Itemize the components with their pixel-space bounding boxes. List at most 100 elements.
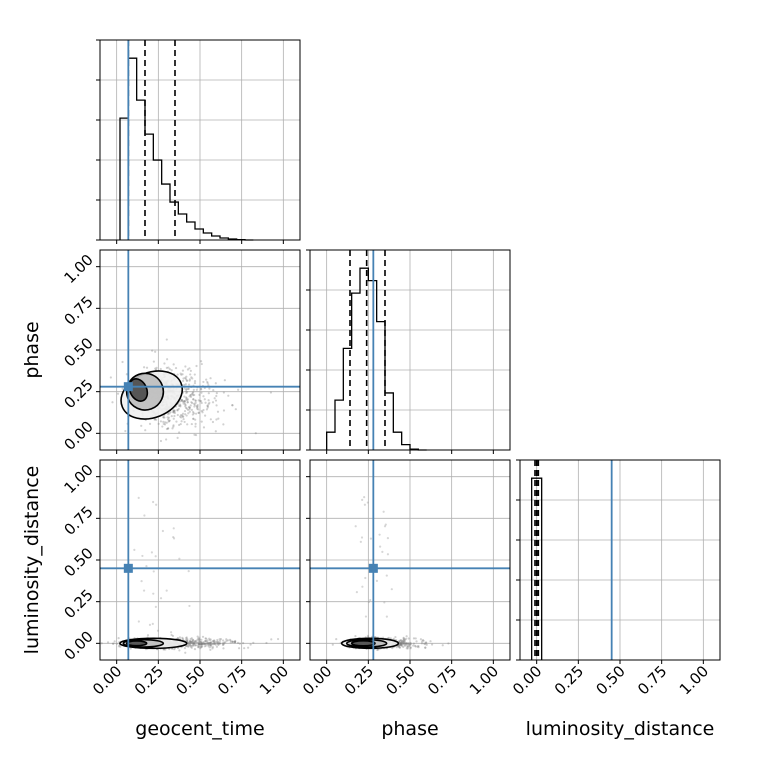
- sample-point: [208, 641, 211, 644]
- sample-point: [172, 411, 175, 414]
- sample-point: [199, 640, 203, 644]
- sample-point: [400, 642, 403, 645]
- sample-point: [179, 405, 182, 408]
- sample-point: [238, 642, 241, 645]
- sample-point: [191, 644, 194, 647]
- x-tick-label: 0.00: [89, 662, 125, 698]
- sample-point: [189, 369, 192, 372]
- sample-point: [204, 644, 208, 647]
- sample-point: [187, 642, 190, 645]
- sample-point: [163, 362, 166, 365]
- sample-point: [187, 387, 190, 391]
- sample-point: [197, 645, 200, 648]
- sample-point: [197, 408, 200, 411]
- sample-point: [213, 640, 216, 643]
- sample-point: [419, 638, 423, 641]
- sample-point: [214, 382, 217, 385]
- histogram-panel-geocent_time: [96, 39, 301, 244]
- sample-point: [206, 406, 209, 409]
- sample-point: [184, 406, 188, 410]
- sample-point: [202, 395, 205, 398]
- sample-point: [223, 641, 226, 644]
- sample-point: [207, 643, 210, 646]
- sample-point: [408, 643, 412, 646]
- sample-point: [217, 643, 220, 646]
- sample-point: [399, 642, 402, 645]
- sample-point: [429, 640, 432, 643]
- x-axis-label-phase: phase: [381, 718, 438, 740]
- sample-point: [202, 380, 205, 384]
- sample-point: [409, 647, 412, 650]
- sample-point: [189, 393, 192, 397]
- sample-point: [363, 496, 366, 499]
- sample-point: [185, 390, 189, 394]
- sample-point: [415, 640, 418, 643]
- sample-point: [154, 367, 157, 370]
- sample-point: [167, 416, 171, 419]
- sample-point: [192, 398, 195, 401]
- sample-point: [185, 645, 188, 648]
- sample-point: [205, 642, 209, 645]
- sample-point: [200, 401, 203, 405]
- sample-point: [208, 642, 211, 645]
- sample-point: [166, 358, 169, 361]
- sample-point: [399, 642, 403, 645]
- sample-point: [152, 570, 155, 573]
- sample-point: [366, 634, 370, 638]
- sample-point: [200, 420, 203, 423]
- sample-point: [200, 362, 203, 366]
- sample-point: [187, 570, 190, 573]
- sample-point: [367, 600, 371, 604]
- sample-point: [181, 414, 184, 417]
- sample-point: [196, 407, 199, 410]
- sample-point: [186, 645, 189, 648]
- sample-point: [208, 637, 211, 640]
- sample-point: [276, 637, 280, 641]
- sample-point: [404, 637, 408, 640]
- sample-point: [403, 638, 406, 641]
- sample-point: [192, 391, 195, 394]
- sample-point: [152, 360, 155, 363]
- sample-point: [179, 404, 182, 407]
- density-panel-phase-luminosity_distance: 0.00 0.25 0.50 0.75 1.00: [299, 459, 511, 698]
- sample-point: [183, 409, 187, 413]
- x-tick-label: 0.50: [382, 662, 418, 698]
- sample-point: [400, 641, 403, 644]
- sample-point: [197, 646, 200, 649]
- sample-point: [398, 640, 401, 643]
- sample-point: [199, 643, 202, 646]
- sample-point: [196, 403, 199, 407]
- sample-point: [425, 643, 428, 646]
- sample-point: [193, 393, 196, 397]
- sample-point: [188, 406, 191, 409]
- sample-point: [171, 427, 174, 430]
- sample-point: [176, 409, 179, 412]
- sample-point: [167, 427, 170, 430]
- sample-point: [182, 379, 185, 383]
- sample-point: [221, 642, 224, 645]
- sample-point: [394, 635, 397, 639]
- sample-point: [192, 640, 195, 643]
- sample-point: [164, 421, 167, 424]
- sample-point: [229, 641, 232, 644]
- sample-point: [211, 401, 215, 404]
- sample-point: [199, 387, 203, 390]
- sample-point: [190, 640, 193, 643]
- sample-point: [133, 548, 136, 551]
- sample-point: [402, 640, 405, 643]
- sample-point: [195, 388, 198, 391]
- sample-point: [231, 404, 234, 407]
- sample-point: [406, 647, 409, 650]
- sample-point: [179, 372, 182, 375]
- sample-point: [191, 644, 194, 647]
- sample-point: [106, 641, 110, 644]
- sample-point: [187, 645, 190, 648]
- sample-point: [191, 640, 194, 643]
- sample-point: [154, 350, 157, 353]
- sample-point: [178, 636, 182, 639]
- sample-point: [184, 377, 188, 381]
- sample-point: [184, 383, 187, 386]
- sample-point: [100, 642, 103, 645]
- sample-point: [184, 376, 187, 379]
- sample-point: [405, 635, 408, 638]
